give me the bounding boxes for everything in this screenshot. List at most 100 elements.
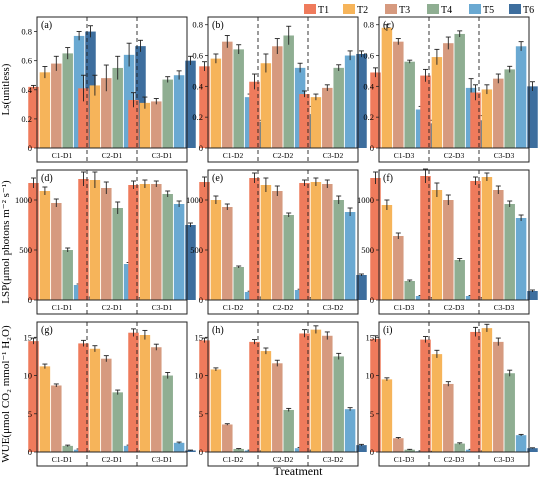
- bar: [382, 28, 393, 148]
- y-tick-label: 0.8: [192, 20, 203, 30]
- bar: [504, 69, 515, 148]
- group-label: C1-D2: [223, 455, 244, 464]
- bar: [333, 200, 344, 300]
- y-tick-label: 500: [190, 245, 203, 255]
- bar: [393, 42, 404, 148]
- bar: [233, 267, 244, 300]
- bar: [482, 177, 493, 300]
- y-tick-label: 0: [370, 295, 374, 305]
- bar: [322, 184, 333, 300]
- legend-swatch-t3: [385, 4, 397, 14]
- y-tick-label: 10: [195, 371, 204, 381]
- bar: [40, 191, 51, 300]
- group-label: C1-D3: [394, 151, 415, 160]
- bar: [504, 373, 515, 452]
- group-label: C3-D2: [323, 303, 344, 312]
- bar: [345, 212, 356, 300]
- legend-swatch-t6: [509, 4, 521, 14]
- group-label: C3-D1: [152, 303, 173, 312]
- y-tick-label: 5: [28, 409, 32, 419]
- group-label: C3-D3: [494, 303, 515, 312]
- y-tick-label: 0: [370, 447, 374, 457]
- bar: [493, 190, 504, 300]
- y-tick-label: 15: [366, 332, 375, 342]
- bar: [51, 203, 62, 300]
- panel-label: (i): [383, 325, 392, 336]
- y-tick-label: 0.6: [21, 56, 32, 66]
- bar: [504, 204, 515, 300]
- panel-label: (e): [212, 173, 223, 184]
- bar: [432, 57, 443, 148]
- y-tick-label: 0.6: [192, 51, 203, 61]
- y-tick-label: 0.2: [192, 112, 203, 122]
- bar: [404, 281, 415, 300]
- bar: [211, 200, 222, 300]
- bar: [211, 369, 222, 452]
- panel-label: (f): [383, 173, 393, 184]
- bar: [140, 103, 151, 148]
- bar: [233, 49, 244, 148]
- bar: [311, 330, 322, 452]
- bar: [222, 207, 233, 300]
- bar: [454, 444, 465, 452]
- group-label: C3-D1: [152, 151, 173, 160]
- y-tick-label: 1000: [357, 195, 374, 205]
- bar: [382, 379, 393, 452]
- panel-label: (a): [41, 20, 52, 31]
- bar: [443, 200, 454, 300]
- bar: [162, 376, 173, 452]
- legend-label-t3: T3: [399, 5, 410, 16]
- legend-swatch-t4: [427, 4, 439, 14]
- bar: [249, 178, 260, 300]
- group-label: C1-D3: [394, 455, 415, 464]
- bar: [311, 182, 322, 300]
- bar: [516, 435, 527, 452]
- y-tick-label: 10: [24, 371, 33, 381]
- group-label: C3-D1: [152, 455, 173, 464]
- bar: [140, 335, 151, 452]
- group-label: C2-D3: [444, 303, 465, 312]
- y-axis-title-row-2: LSP(μmol photons m⁻² s⁻¹): [0, 180, 12, 304]
- y-tick-label: 0.8: [21, 27, 32, 37]
- y-tick-label: 15: [24, 332, 33, 342]
- legend-label-t1: T1: [318, 5, 329, 16]
- bar: [283, 215, 294, 300]
- group-label: C1-D2: [223, 303, 244, 312]
- y-tick-label: 0: [199, 143, 203, 153]
- group-label: C1-D1: [52, 455, 73, 464]
- y-tick-label: 0.6: [363, 51, 374, 61]
- bar: [51, 64, 62, 148]
- bar: [261, 63, 272, 148]
- bar: [162, 194, 173, 300]
- bar: [222, 424, 233, 452]
- bar: [404, 62, 415, 148]
- y-tick-label: 500: [19, 245, 32, 255]
- bar: [112, 208, 123, 300]
- legend-swatch-t1: [304, 4, 316, 14]
- bar: [393, 438, 404, 452]
- y-tick-label: 0: [199, 447, 203, 457]
- y-tick-label: 1000: [15, 195, 32, 205]
- bar: [112, 68, 123, 148]
- bar: [311, 97, 322, 148]
- bar: [333, 68, 344, 148]
- bar: [151, 347, 162, 452]
- bar: [162, 80, 173, 148]
- y-tick-label: 0: [199, 295, 203, 305]
- group-label: C2-D2: [273, 455, 294, 464]
- group-label: C1-D1: [52, 151, 73, 160]
- group-label: C2-D1: [102, 303, 123, 312]
- bar: [345, 409, 356, 452]
- bar: [62, 250, 72, 300]
- bar: [322, 336, 333, 452]
- group-label: C3-D3: [494, 455, 515, 464]
